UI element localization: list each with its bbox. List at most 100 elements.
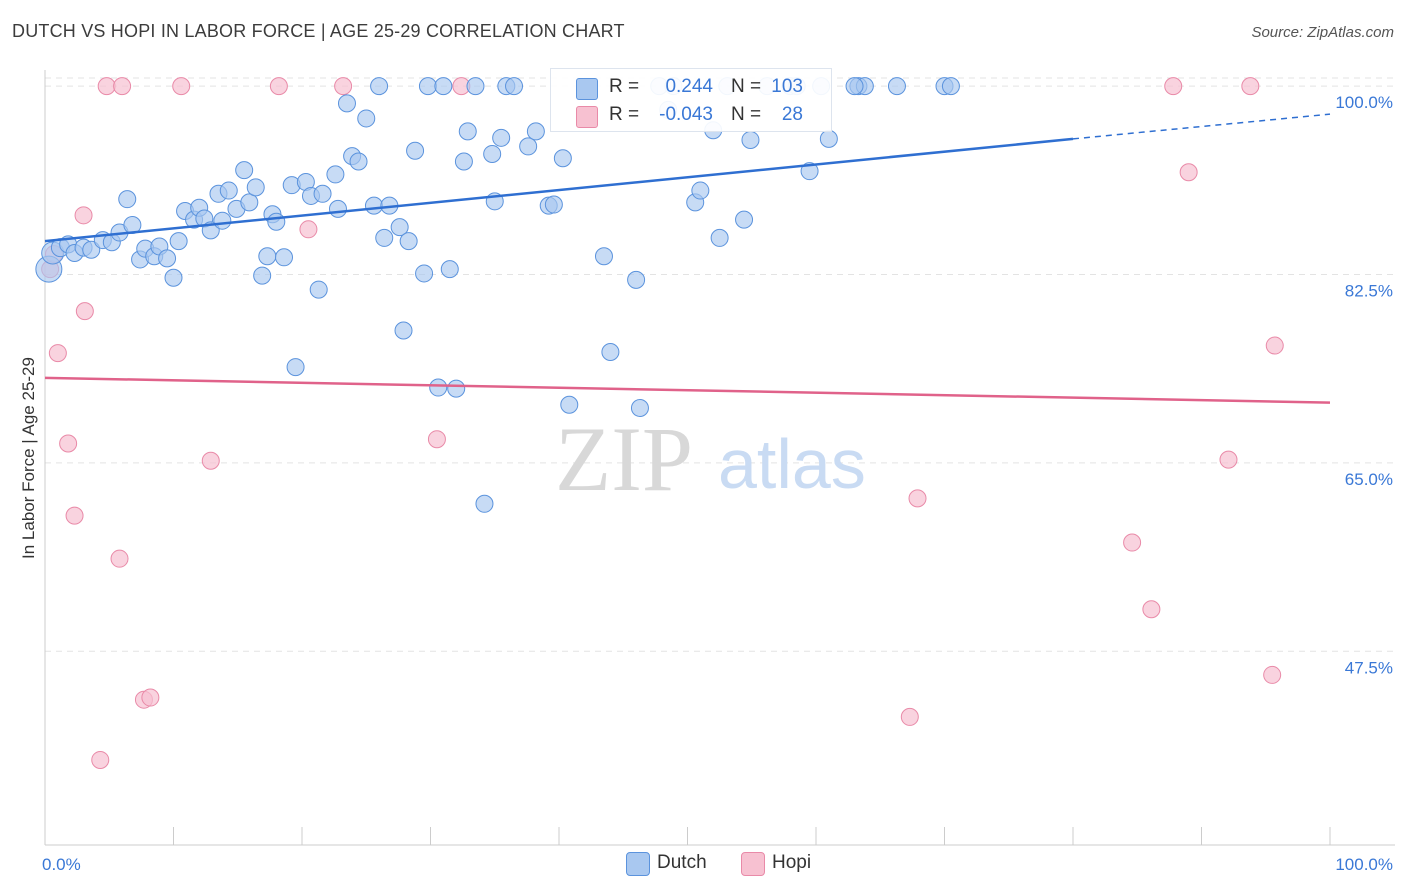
dutch-trend-extension [1072,113,1331,140]
y-axis-label: In Labor Force | Age 25-29 [19,357,38,559]
hopi-point [141,688,160,707]
dutch-point [447,379,466,398]
hopi-point [1142,600,1161,619]
dutch-r-value: 0.244 [665,76,713,97]
hopi-point [201,451,220,470]
dutch-point [710,228,729,247]
dutch-point [553,149,572,168]
x-tick-label-0: 0.0% [42,855,81,874]
dutch-point [519,137,538,156]
dutch-point [235,161,254,180]
hopi-r-label: R = [609,104,640,125]
hopi-swatch [576,106,598,128]
dutch-point [253,266,272,285]
dutch-point [118,190,137,209]
dutch-point [370,77,389,96]
legend-hopi-swatch [741,852,765,876]
hopi-point [1219,450,1238,469]
hopi-n-label: N = [731,104,762,125]
hopi-point [1265,336,1284,355]
dutch-point [691,181,710,200]
hopi-point [1164,77,1183,96]
dutch-point [627,270,646,289]
hopi-point [65,506,84,525]
hopi-point [59,434,78,453]
dutch-point [594,247,613,266]
dutch-point [454,152,473,171]
dutch-point [475,494,494,513]
hopi-point [110,549,129,568]
dutch-n-value: 103 [771,76,803,97]
dutch-point [357,109,376,128]
dutch-point [800,162,819,181]
dutch-point [887,77,906,96]
stats-row-dutch: R = 0.244 N = 103 [551,73,831,101]
x-tick-label-1: 100.0% [1335,855,1393,874]
hopi-point [269,77,288,96]
hopi-point [908,489,927,508]
hopi-point [299,220,318,239]
y-tick-label-1: 82.5% [1345,282,1393,301]
dutch-point [505,77,524,96]
y-tick-label-2: 65.0% [1345,470,1393,489]
dutch-point [415,264,434,283]
stats-row-hopi: R = -0.043 N = 28 [551,101,831,129]
dutch-point [337,94,356,113]
y-tick-label-3: 47.5% [1345,658,1393,677]
dutch-point [601,343,620,362]
dutch-point [169,232,188,251]
dutch-trend-line [44,137,1074,243]
dutch-point [630,398,649,417]
dutch-point [164,268,183,287]
dutch-point [240,193,259,212]
legend: Dutch Hopi [0,850,1406,880]
hopi-point [74,206,93,225]
dutch-point [390,218,409,237]
dutch-point [326,165,345,184]
dutch-point [375,228,394,247]
hopi-point [172,77,191,96]
stats-box: R = 0.244 N = 103 R = -0.043 N = 28 [550,68,832,132]
dutch-point [526,122,545,141]
dutch-point [267,212,286,231]
legend-dutch-label: Dutch [657,852,707,873]
dutch-n-label: N = [731,76,762,97]
axes [44,70,1395,846]
dutch-point [213,211,232,230]
hopi-point [1263,665,1282,684]
dutch-point [313,184,332,203]
dutch-point [418,77,437,96]
dutch-point [458,122,477,141]
dutch-point [328,199,347,218]
legend-dutch-swatch [626,852,650,876]
dutch-point [434,77,453,96]
dutch-point [466,77,485,96]
dutch-point [309,280,328,299]
dutch-point [219,181,238,200]
hopi-point [900,707,919,726]
hopi-r-value: -0.043 [659,104,713,125]
watermark-atlas: atlas [718,425,866,503]
dutch-point [82,240,101,259]
source-credit: Source: ZipAtlas.com [1251,24,1394,41]
dutch-point [819,129,838,148]
dutch-point [429,378,448,397]
dutch-point [158,249,177,268]
dutch-point [735,210,754,229]
hopi-point [48,344,67,363]
dutch-point [440,260,459,279]
dutch-point [492,128,511,147]
watermark: ZIP atlas [555,408,866,510]
trend-lines [44,113,1331,404]
hopi-point [113,77,132,96]
dutch-point [349,152,368,171]
hopi-point [427,430,446,449]
hopi-point [334,77,353,96]
dutch-point [941,77,960,96]
dutch-swatch [576,78,598,100]
dutch-point [394,321,413,340]
dutch-point [364,196,383,215]
dutch-point [399,232,418,251]
chart-title: DUTCH VS HOPI IN LABOR FORCE | AGE 25-29… [12,21,625,41]
